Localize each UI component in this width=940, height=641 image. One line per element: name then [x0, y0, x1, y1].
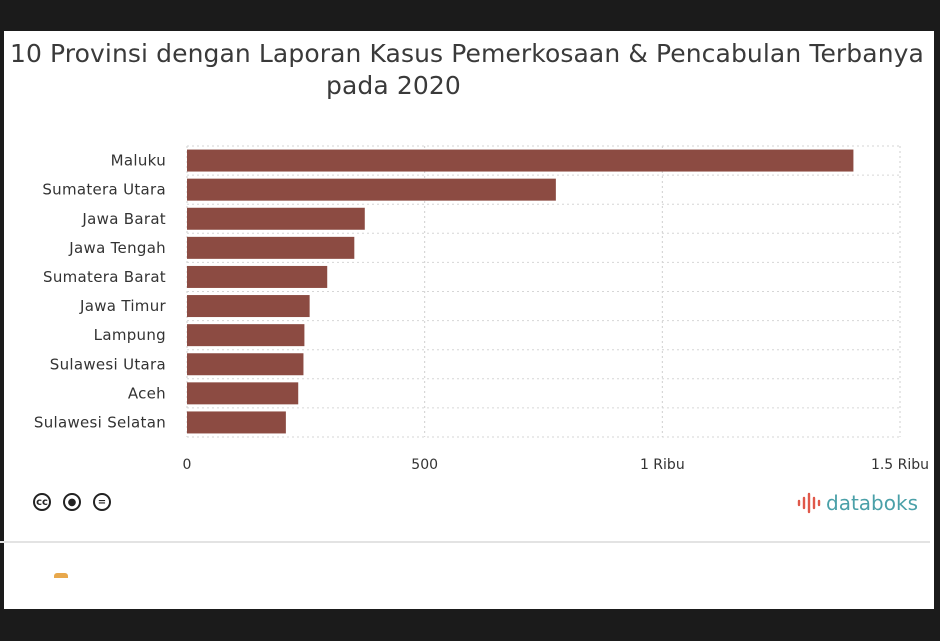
chart-screen — [4, 31, 934, 609]
footer-logo-fragment — [54, 573, 68, 578]
bar — [187, 295, 310, 318]
x-tick-label: 1.5 Ribu — [871, 457, 929, 473]
cc-icon: cc — [33, 493, 51, 511]
bar — [187, 265, 328, 288]
footer-divider — [0, 541, 930, 543]
y-tick-label: Sumatera Barat — [43, 268, 166, 286]
y-tick-label: Sulawesi Utara — [50, 355, 166, 373]
chart-title-line-1: 10 Provinsi dengan Laporan Kasus Pemerko… — [10, 39, 924, 68]
bar — [187, 353, 304, 376]
y-tick-label: Sumatera Utara — [42, 181, 166, 199]
y-tick-label: Jawa Timur — [79, 297, 167, 315]
y-tick-label: Maluku — [111, 152, 166, 170]
bar — [187, 382, 299, 405]
databoks-logo: databoks — [796, 488, 918, 518]
bar — [187, 207, 365, 230]
bar — [187, 149, 854, 172]
x-tick-label: 500 — [411, 457, 438, 473]
chart-title: 10 Provinsi dengan Laporan Kasus Pemerko… — [10, 38, 940, 102]
y-tick-label: Sulawesi Selatan — [34, 413, 166, 431]
bar — [187, 236, 355, 259]
y-tick-label: Lampung — [94, 326, 166, 344]
y-tick-label: Jawa Tengah — [68, 239, 166, 257]
y-tick-label: Jawa Barat — [81, 210, 166, 228]
nd-icon: = — [93, 493, 111, 511]
x-tick-label: 1 Ribu — [640, 457, 685, 473]
brand-name: databoks — [826, 491, 918, 515]
bar — [187, 178, 556, 201]
bar — [187, 411, 286, 434]
chart-title-line-2: pada 2020 — [326, 71, 461, 100]
by-icon: ● — [63, 493, 81, 511]
bar — [187, 324, 305, 347]
y-tick-label: Aceh — [128, 384, 166, 402]
databoks-wave-icon — [797, 492, 821, 514]
x-tick-label: 0 — [183, 457, 192, 473]
